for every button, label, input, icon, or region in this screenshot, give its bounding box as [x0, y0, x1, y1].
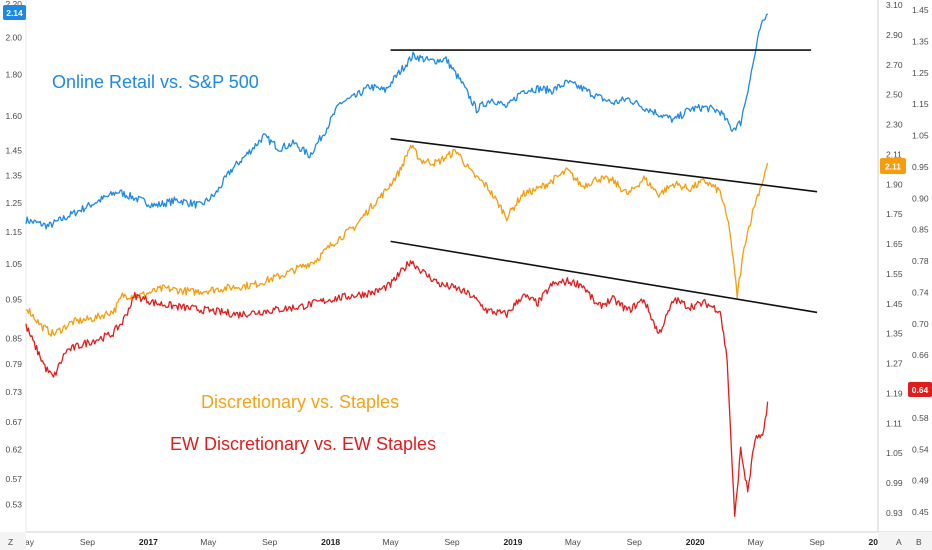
badge-online-retail: 2.14 — [3, 5, 26, 20]
right-axis-inner-tick-label: 2.70 — [886, 60, 903, 70]
right-axis-outer-tick-label: 1.05 — [912, 131, 929, 141]
trendline-2[interactable] — [390, 240, 818, 314]
right-axis-outer-tick-label: 1.25 — [912, 68, 929, 78]
svg-text:2.11: 2.11 — [885, 162, 901, 172]
right-axis-inner-tick-label: 1.90 — [886, 179, 903, 189]
x-axis-tick-label: 2020 — [686, 537, 705, 547]
right-axis-outer-tick-label: 0.58 — [912, 413, 929, 423]
right-axis-inner-tick-label: 0.99 — [886, 478, 903, 488]
right-axis-inner-tick-label: 1.55 — [886, 269, 903, 279]
right-axis-outer-tick-label: 0.85 — [912, 225, 929, 235]
left-axis-tick-label: 0.73 — [5, 387, 22, 397]
x-axis-tick-label: May — [748, 537, 765, 547]
x-axis-tick-label: 2018 — [321, 537, 340, 547]
left-axis-ticks: 2.20 2.00 1.80 1.60 1.45 1.35 1.25 1.15 1.05 0.95… — [5, 0, 22, 509]
x-axis-tick-label: May — [565, 537, 582, 547]
x-axis-tick-label: Sep — [80, 537, 95, 547]
right-axis-outer-tick-label: 0.78 — [912, 256, 929, 266]
right-axis-inner-tick-label: 1.35 — [886, 329, 903, 339]
left-axis-tick-label: 0.79 — [5, 359, 22, 369]
left-axis-tick-label: 1.60 — [5, 111, 22, 121]
right-axis-outer-tick-label: 1.15 — [912, 99, 929, 109]
right-axis-inner-tick-label: 2.30 — [886, 120, 903, 130]
annotation-ew-discretionary: EW Discretionary vs. EW Staples — [170, 434, 436, 454]
right-axis-inner-tick-label: 1.19 — [886, 388, 903, 398]
badge-ew-discretionary: 0.64 — [908, 382, 932, 397]
left-axis-tick-label: 1.35 — [5, 171, 22, 181]
x-axis-tick-label: 2017 — [139, 537, 158, 547]
right-axis-outer-tick-label: 0.95 — [912, 162, 929, 172]
right-axis-inner-tick-label: 1.45 — [886, 299, 903, 309]
annotation-online-retail: Online Retail vs. S&P 500 — [52, 72, 259, 92]
left-axis-tick-label: 1.45 — [5, 146, 22, 156]
bottom-left-corner[interactable] — [0, 532, 26, 550]
x-axis-tick-label: May — [18, 537, 35, 547]
left-axis-tick-label: 0.57 — [5, 474, 22, 484]
right-axis-inner-tick-label: 1.27 — [886, 359, 903, 369]
right-axis-outer-tick-label: 0.70 — [912, 319, 929, 329]
left-axis-tick-label: 0.85 — [5, 333, 22, 343]
svg-text:2.14: 2.14 — [6, 8, 23, 18]
series-line-1 — [25, 144, 769, 337]
bottom-right-label-b: B — [916, 537, 922, 547]
right-axis-inner-tick-label: 2.11 — [886, 149, 902, 159]
left-axis-tick-label: 1.15 — [5, 227, 22, 237]
x-axis-tick-label: Sep — [810, 537, 825, 547]
badge-discretionary-staples: 2.11 — [880, 158, 906, 174]
left-axis-tick-label: 1.80 — [5, 70, 22, 80]
left-axis-tick-label: 0.67 — [5, 417, 22, 427]
right-axis-inner-tick-label: 2.50 — [886, 90, 903, 100]
bottom-right-corner[interactable] — [878, 532, 932, 550]
right-axis-outer-tick-label: 0.74 — [912, 287, 929, 297]
left-axis-tick-label: 1.25 — [5, 198, 22, 208]
right-axis-outer-tick-label: 1.35 — [912, 36, 929, 46]
right-axis-outer-tick-label: 1.45 — [912, 5, 929, 15]
trendline-1[interactable] — [390, 137, 818, 193]
svg-text:0.64: 0.64 — [912, 385, 929, 395]
series-line-0 — [25, 13, 769, 230]
x-axis-tick-label: Sep — [262, 537, 277, 547]
right-axis-inner-tick-label: 1.75 — [886, 209, 903, 219]
x-axis-tick-label: May — [383, 537, 400, 547]
right-axis-inner-ticks: 3.10 2.90 2.70 2.50 2.30 2.11 1.90 1.75 1.65 1.55… — [886, 0, 903, 518]
right-axis-outer-tick-label: 0.66 — [912, 350, 929, 360]
right-axis-inner-tick-label: 2.90 — [886, 30, 903, 40]
x-axis-tick-label: Sep — [444, 537, 459, 547]
right-axis-inner-tick-label: 1.05 — [886, 448, 903, 458]
right-axis-outer-tick-label: 0.49 — [912, 476, 929, 486]
right-axis-inner-tick-label: 1.65 — [886, 239, 903, 249]
x-axis-ticks: May Sep 2017 May Sep 2018 May Sep 2019 May Sep 2020… — [18, 537, 888, 547]
left-axis-tick-label: 0.95 — [5, 294, 22, 304]
left-axis-tick-label: 1.05 — [5, 259, 22, 269]
left-axis-tick-label: 0.53 — [5, 499, 22, 509]
right-axis-outer-tick-label: 0.54 — [912, 444, 929, 454]
left-axis-tick-label: 2.20 — [5, 0, 22, 9]
left-axis-tick-label: 2.00 — [5, 33, 22, 43]
bottom-left-label: Z — [8, 537, 13, 547]
right-axis-outer-tick-label: 0.90 — [912, 193, 929, 203]
right-axis-inner-tick-label: 0.93 — [886, 508, 903, 518]
x-axis-tick-label: Sep — [627, 537, 642, 547]
series-line-2 — [25, 260, 769, 518]
x-axis-tick-label: May — [200, 537, 217, 547]
bottom-right-label-a: A — [896, 537, 902, 547]
x-axis-tick-label: 2019 — [503, 537, 522, 547]
right-axis-inner-tick-label: 3.10 — [886, 0, 903, 10]
right-axis-outer-tick-label: 0.45 — [912, 507, 929, 517]
series-lines — [25, 13, 769, 518]
trendlines — [390, 49, 818, 314]
annotation-discretionary-staples: Discretionary vs. Staples — [201, 392, 399, 412]
left-axis-tick-label: 0.62 — [5, 444, 22, 454]
right-axis-inner-tick-label: 1.11 — [886, 418, 902, 428]
